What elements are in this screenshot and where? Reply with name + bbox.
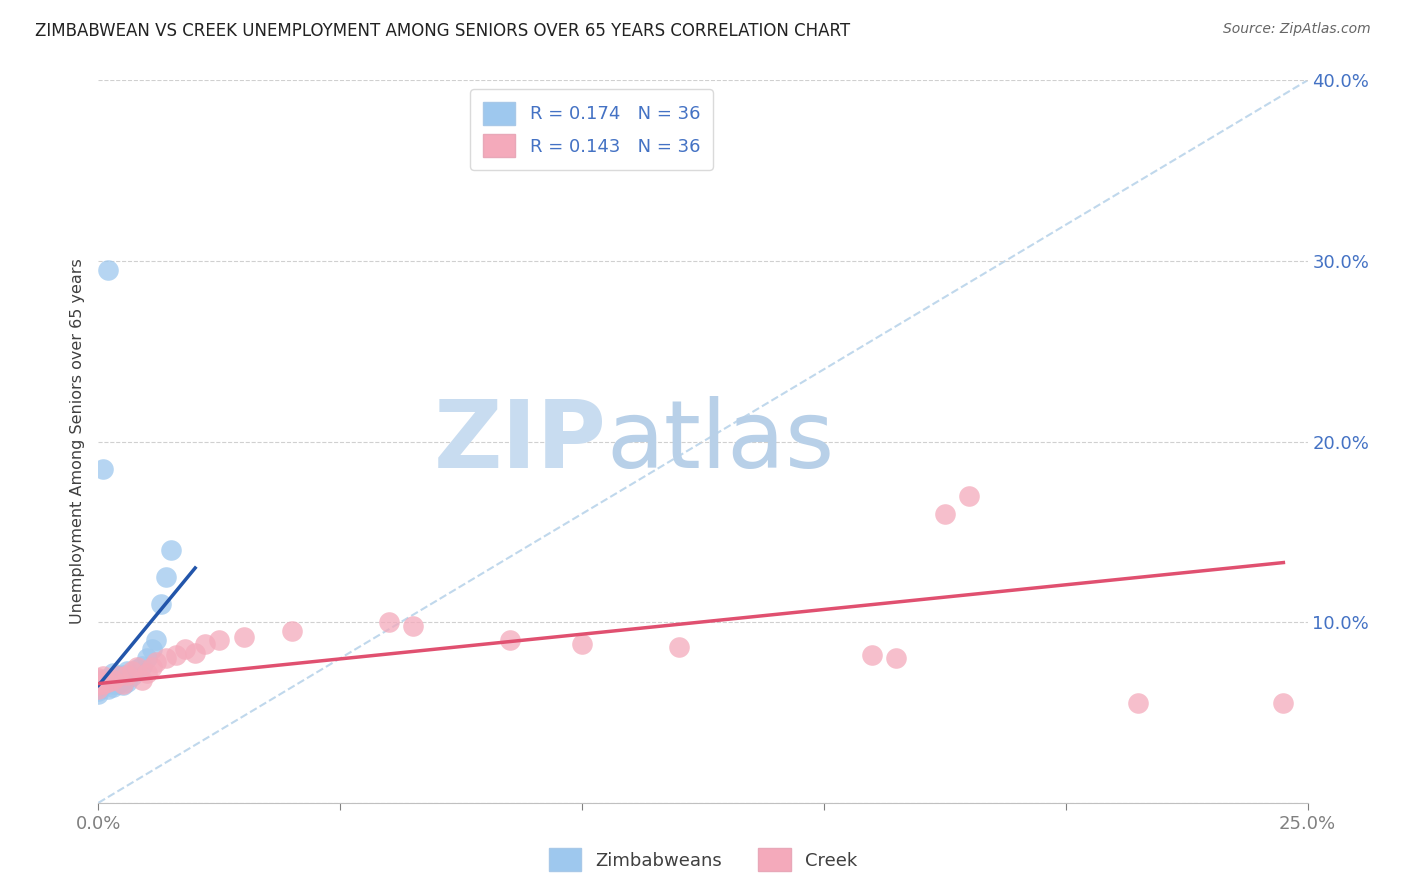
Point bbox=[87, 676, 110, 690]
Point bbox=[87, 673, 110, 687]
Point bbox=[174, 642, 197, 657]
Point bbox=[377, 615, 399, 630]
Point bbox=[150, 597, 173, 611]
Point bbox=[87, 671, 110, 685]
Point bbox=[111, 667, 134, 681]
Point bbox=[160, 542, 183, 557]
Point bbox=[87, 687, 110, 701]
Point bbox=[886, 651, 908, 665]
Point bbox=[232, 630, 254, 644]
Point bbox=[97, 671, 120, 685]
Point bbox=[91, 461, 114, 475]
Point bbox=[127, 662, 149, 676]
Point bbox=[145, 655, 167, 669]
Point bbox=[97, 263, 120, 277]
Point bbox=[141, 660, 163, 674]
Point bbox=[934, 507, 956, 521]
Point bbox=[87, 674, 110, 689]
Point bbox=[87, 680, 110, 694]
Point bbox=[131, 658, 153, 673]
Point bbox=[111, 673, 134, 687]
Y-axis label: Unemployment Among Seniors over 65 years: Unemployment Among Seniors over 65 years bbox=[69, 259, 84, 624]
Point bbox=[111, 676, 134, 690]
Point bbox=[91, 673, 114, 687]
Point bbox=[91, 676, 114, 690]
Legend: Zimbabweans, Creek: Zimbabweans, Creek bbox=[541, 841, 865, 879]
Point bbox=[957, 489, 980, 503]
Point bbox=[184, 646, 207, 660]
Point bbox=[127, 660, 149, 674]
Text: atlas: atlas bbox=[606, 395, 835, 488]
Point bbox=[101, 673, 124, 687]
Point bbox=[1272, 697, 1295, 711]
Point bbox=[131, 673, 153, 687]
Point bbox=[141, 642, 163, 657]
Point bbox=[668, 640, 690, 655]
Text: Source: ZipAtlas.com: Source: ZipAtlas.com bbox=[1223, 22, 1371, 37]
Point bbox=[402, 619, 425, 633]
Point bbox=[498, 633, 520, 648]
Point bbox=[117, 664, 139, 678]
Point bbox=[121, 669, 143, 683]
Point bbox=[111, 678, 134, 692]
Point bbox=[571, 637, 593, 651]
Point bbox=[194, 637, 217, 651]
Point bbox=[87, 674, 110, 689]
Point bbox=[87, 678, 110, 692]
Point bbox=[101, 665, 124, 680]
Point bbox=[117, 674, 139, 689]
Point bbox=[208, 633, 231, 648]
Point bbox=[87, 681, 110, 696]
Point bbox=[101, 673, 124, 687]
Point bbox=[145, 633, 167, 648]
Point bbox=[107, 676, 129, 690]
Point bbox=[87, 678, 110, 692]
Text: ZIMBABWEAN VS CREEK UNEMPLOYMENT AMONG SENIORS OVER 65 YEARS CORRELATION CHART: ZIMBABWEAN VS CREEK UNEMPLOYMENT AMONG S… bbox=[35, 22, 851, 40]
Point bbox=[91, 669, 114, 683]
Point bbox=[87, 681, 110, 696]
Point bbox=[860, 648, 883, 662]
Point bbox=[97, 674, 120, 689]
Point bbox=[91, 676, 114, 690]
Point bbox=[121, 664, 143, 678]
Text: ZIP: ZIP bbox=[433, 395, 606, 488]
Point bbox=[165, 648, 187, 662]
Point bbox=[101, 676, 124, 690]
Point bbox=[281, 624, 304, 639]
Point bbox=[87, 683, 110, 698]
Point bbox=[101, 680, 124, 694]
Point bbox=[135, 665, 157, 680]
Point bbox=[91, 678, 114, 692]
Point bbox=[97, 681, 120, 696]
Point bbox=[135, 651, 157, 665]
Point bbox=[107, 669, 129, 683]
Point bbox=[97, 674, 120, 689]
Point bbox=[1128, 697, 1150, 711]
Point bbox=[107, 669, 129, 683]
Point bbox=[117, 667, 139, 681]
Legend: R = 0.174   N = 36, R = 0.143   N = 36: R = 0.174 N = 36, R = 0.143 N = 36 bbox=[470, 89, 713, 170]
Point bbox=[155, 651, 177, 665]
Point bbox=[155, 570, 177, 584]
